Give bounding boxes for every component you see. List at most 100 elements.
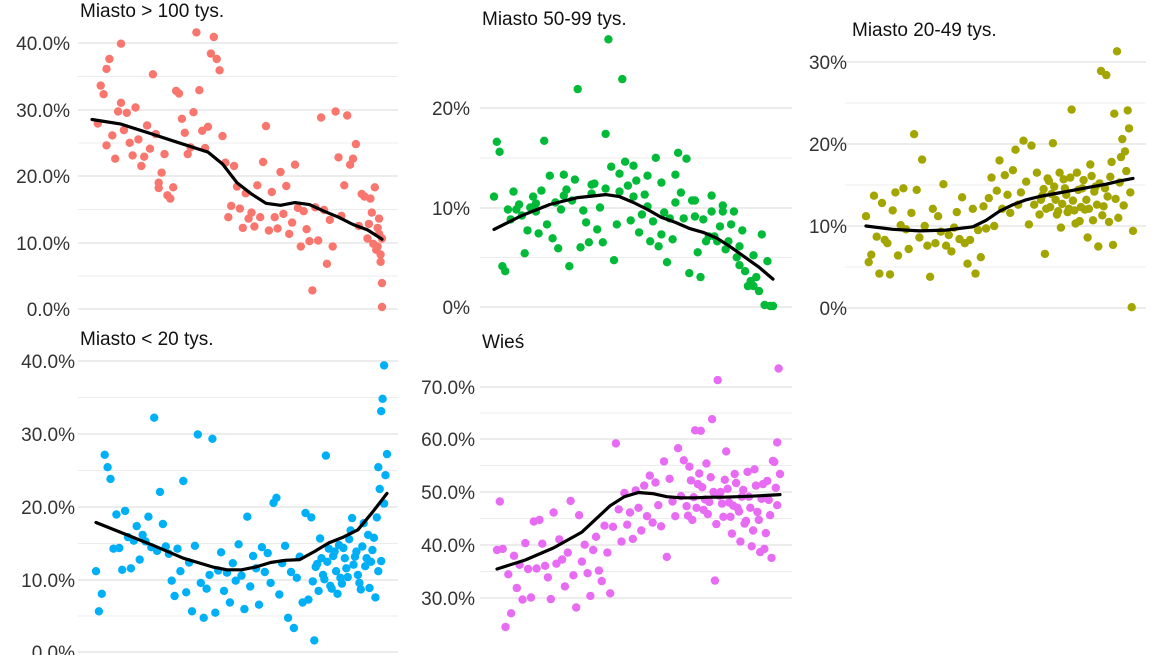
data-point [1112,47,1122,56]
y-tick-label: 60.0% [421,430,475,451]
data-point [861,212,871,221]
data-point [572,603,581,612]
y-tick-label: 30.0% [21,425,75,446]
data-point [106,474,115,484]
data-point [120,506,130,516]
data-point [657,178,666,187]
data-point [923,241,932,250]
data-point [1039,184,1048,194]
data-point [764,495,773,505]
data-point [377,407,386,416]
data-point [1063,207,1072,217]
y-tick-label: 10.0% [16,234,70,255]
data-point [682,502,691,511]
y-tick-label: 0.0% [27,300,70,321]
data-point [240,604,249,614]
data-point [600,521,609,530]
data-point [869,191,879,200]
data-point [286,567,296,577]
data-point [379,361,389,370]
data-point [376,250,385,259]
data-point [665,474,674,483]
data-point [314,236,323,245]
data-point [743,467,752,477]
data-point [158,519,168,529]
data-point [591,532,601,541]
data-point [1122,166,1131,176]
data-point [157,168,166,177]
data-point [102,141,111,150]
data-point [99,90,108,99]
data-point [279,209,288,219]
data-point [686,476,696,485]
data-point [308,577,317,586]
data-point [506,609,516,618]
data-point [944,230,953,240]
data-point [757,230,766,239]
data-point [353,570,363,580]
data-point [535,515,544,525]
data-point [702,459,711,468]
data-point [872,232,881,241]
data-point [1092,200,1102,209]
data-point [763,257,772,266]
data-point [763,476,772,486]
data-point [580,540,589,549]
data-point [651,478,660,487]
data-point [877,198,887,208]
data-point [381,471,390,480]
data-point [190,541,200,550]
data-point [305,237,314,246]
data-point [634,228,644,237]
data-point [754,286,764,296]
data-point [696,272,705,282]
data-point [875,269,884,278]
data-point [623,520,632,529]
y-tick-label: 20.0% [16,167,70,188]
data-point [736,537,745,546]
data-point [1108,240,1118,250]
data-point [1083,233,1092,242]
data-point [609,256,619,265]
data-point [735,261,744,270]
data-point [176,567,185,576]
data-point [116,39,126,48]
data-point [314,586,323,596]
data-point [1059,175,1068,184]
data-point [331,107,340,116]
data-point [382,449,392,459]
data-point [981,224,991,233]
data-point [108,131,117,140]
data-point [723,484,732,493]
data-point [205,570,214,580]
data-point [1076,202,1086,212]
data-point [377,278,387,288]
data-point [760,544,769,554]
data-point [565,262,574,271]
data-point [1099,202,1108,211]
data-point [361,562,370,571]
data-point [593,225,602,234]
data-point [1102,70,1111,80]
data-point [683,511,693,520]
data-point [96,81,105,90]
data-point [224,213,233,222]
data-point [363,530,373,540]
data-point [729,207,739,216]
data-point [1024,220,1034,229]
data-point [973,225,983,235]
data-point [713,375,722,385]
data-point [883,239,892,248]
data-point [137,161,146,171]
data-point [540,561,550,570]
data-point [752,272,761,282]
data-point [1058,199,1067,209]
data-point [753,507,762,517]
data-point [698,483,707,492]
panel-city-20-49k: 0% 10% 20% 30%Miasto 20-49 tys. [809,20,1146,320]
data-point [356,585,365,594]
data-point [632,176,641,185]
data-point [371,593,380,602]
data-point [342,564,351,573]
data-point [692,503,701,512]
